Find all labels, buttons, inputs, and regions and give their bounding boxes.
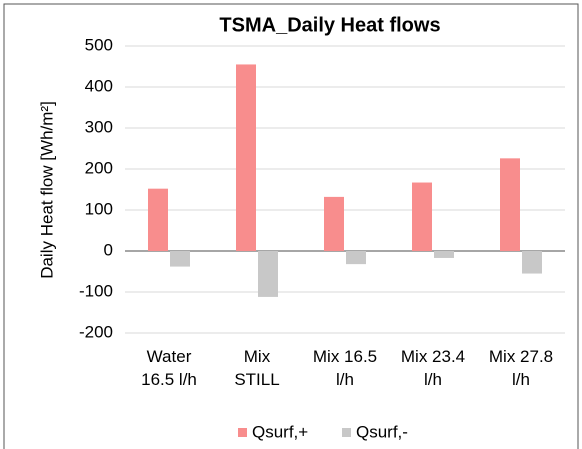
bar <box>500 158 520 251</box>
y-tick-label: 400 <box>85 76 113 95</box>
x-tick-label-line: STILL <box>234 370 279 389</box>
x-tick-label-line: Mix 16.5 <box>313 347 377 366</box>
bar <box>148 188 168 251</box>
chart-title: TSMA_Daily Heat flows <box>219 14 440 36</box>
y-tick-label: 200 <box>85 158 113 177</box>
bar <box>170 251 190 267</box>
bar <box>236 64 256 251</box>
x-tick-label: Mix 27.8 l/h <box>489 347 553 389</box>
y-axis-label: Daily Heat flow [Wh/m²] <box>37 101 56 279</box>
chart-frame <box>3 3 579 449</box>
x-tick-label-line: 16.5 l/h <box>141 370 197 389</box>
y-tick-label: -200 <box>79 322 113 341</box>
x-tick-label-line: l/h <box>424 370 442 389</box>
x-tick-label-line: Mix 27.8 <box>489 347 553 366</box>
bar <box>324 196 344 251</box>
bar <box>412 182 432 251</box>
bar <box>346 251 366 265</box>
x-tick-label-line: Water <box>147 347 192 366</box>
x-tick-label: Mix STILL <box>234 347 279 389</box>
x-tick-label-line: l/h <box>336 370 354 389</box>
x-tick-label: Mix 16.5 l/h <box>313 347 377 389</box>
y-tick-label: 100 <box>85 199 113 218</box>
legend-label: Qsurf,- <box>356 422 408 441</box>
x-tick-label-line: l/h <box>512 370 530 389</box>
x-tick-label-line: Mix <box>244 347 271 366</box>
legend-swatch <box>342 428 351 437</box>
y-tick-label: -100 <box>79 281 113 300</box>
x-tick-label: Mix 23.4 l/h <box>401 347 465 389</box>
y-tick-label: 0 <box>104 240 113 259</box>
bar <box>258 251 278 297</box>
x-tick-label: Water 16.5 l/h <box>141 347 197 389</box>
bar <box>434 251 454 258</box>
bar <box>522 251 542 274</box>
legend-swatch <box>238 428 247 437</box>
y-tick-label: 300 <box>85 117 113 136</box>
legend-label: Qsurf,+ <box>252 422 308 441</box>
y-tick-label: 500 <box>85 35 113 54</box>
x-tick-label-line: Mix 23.4 <box>401 347 465 366</box>
